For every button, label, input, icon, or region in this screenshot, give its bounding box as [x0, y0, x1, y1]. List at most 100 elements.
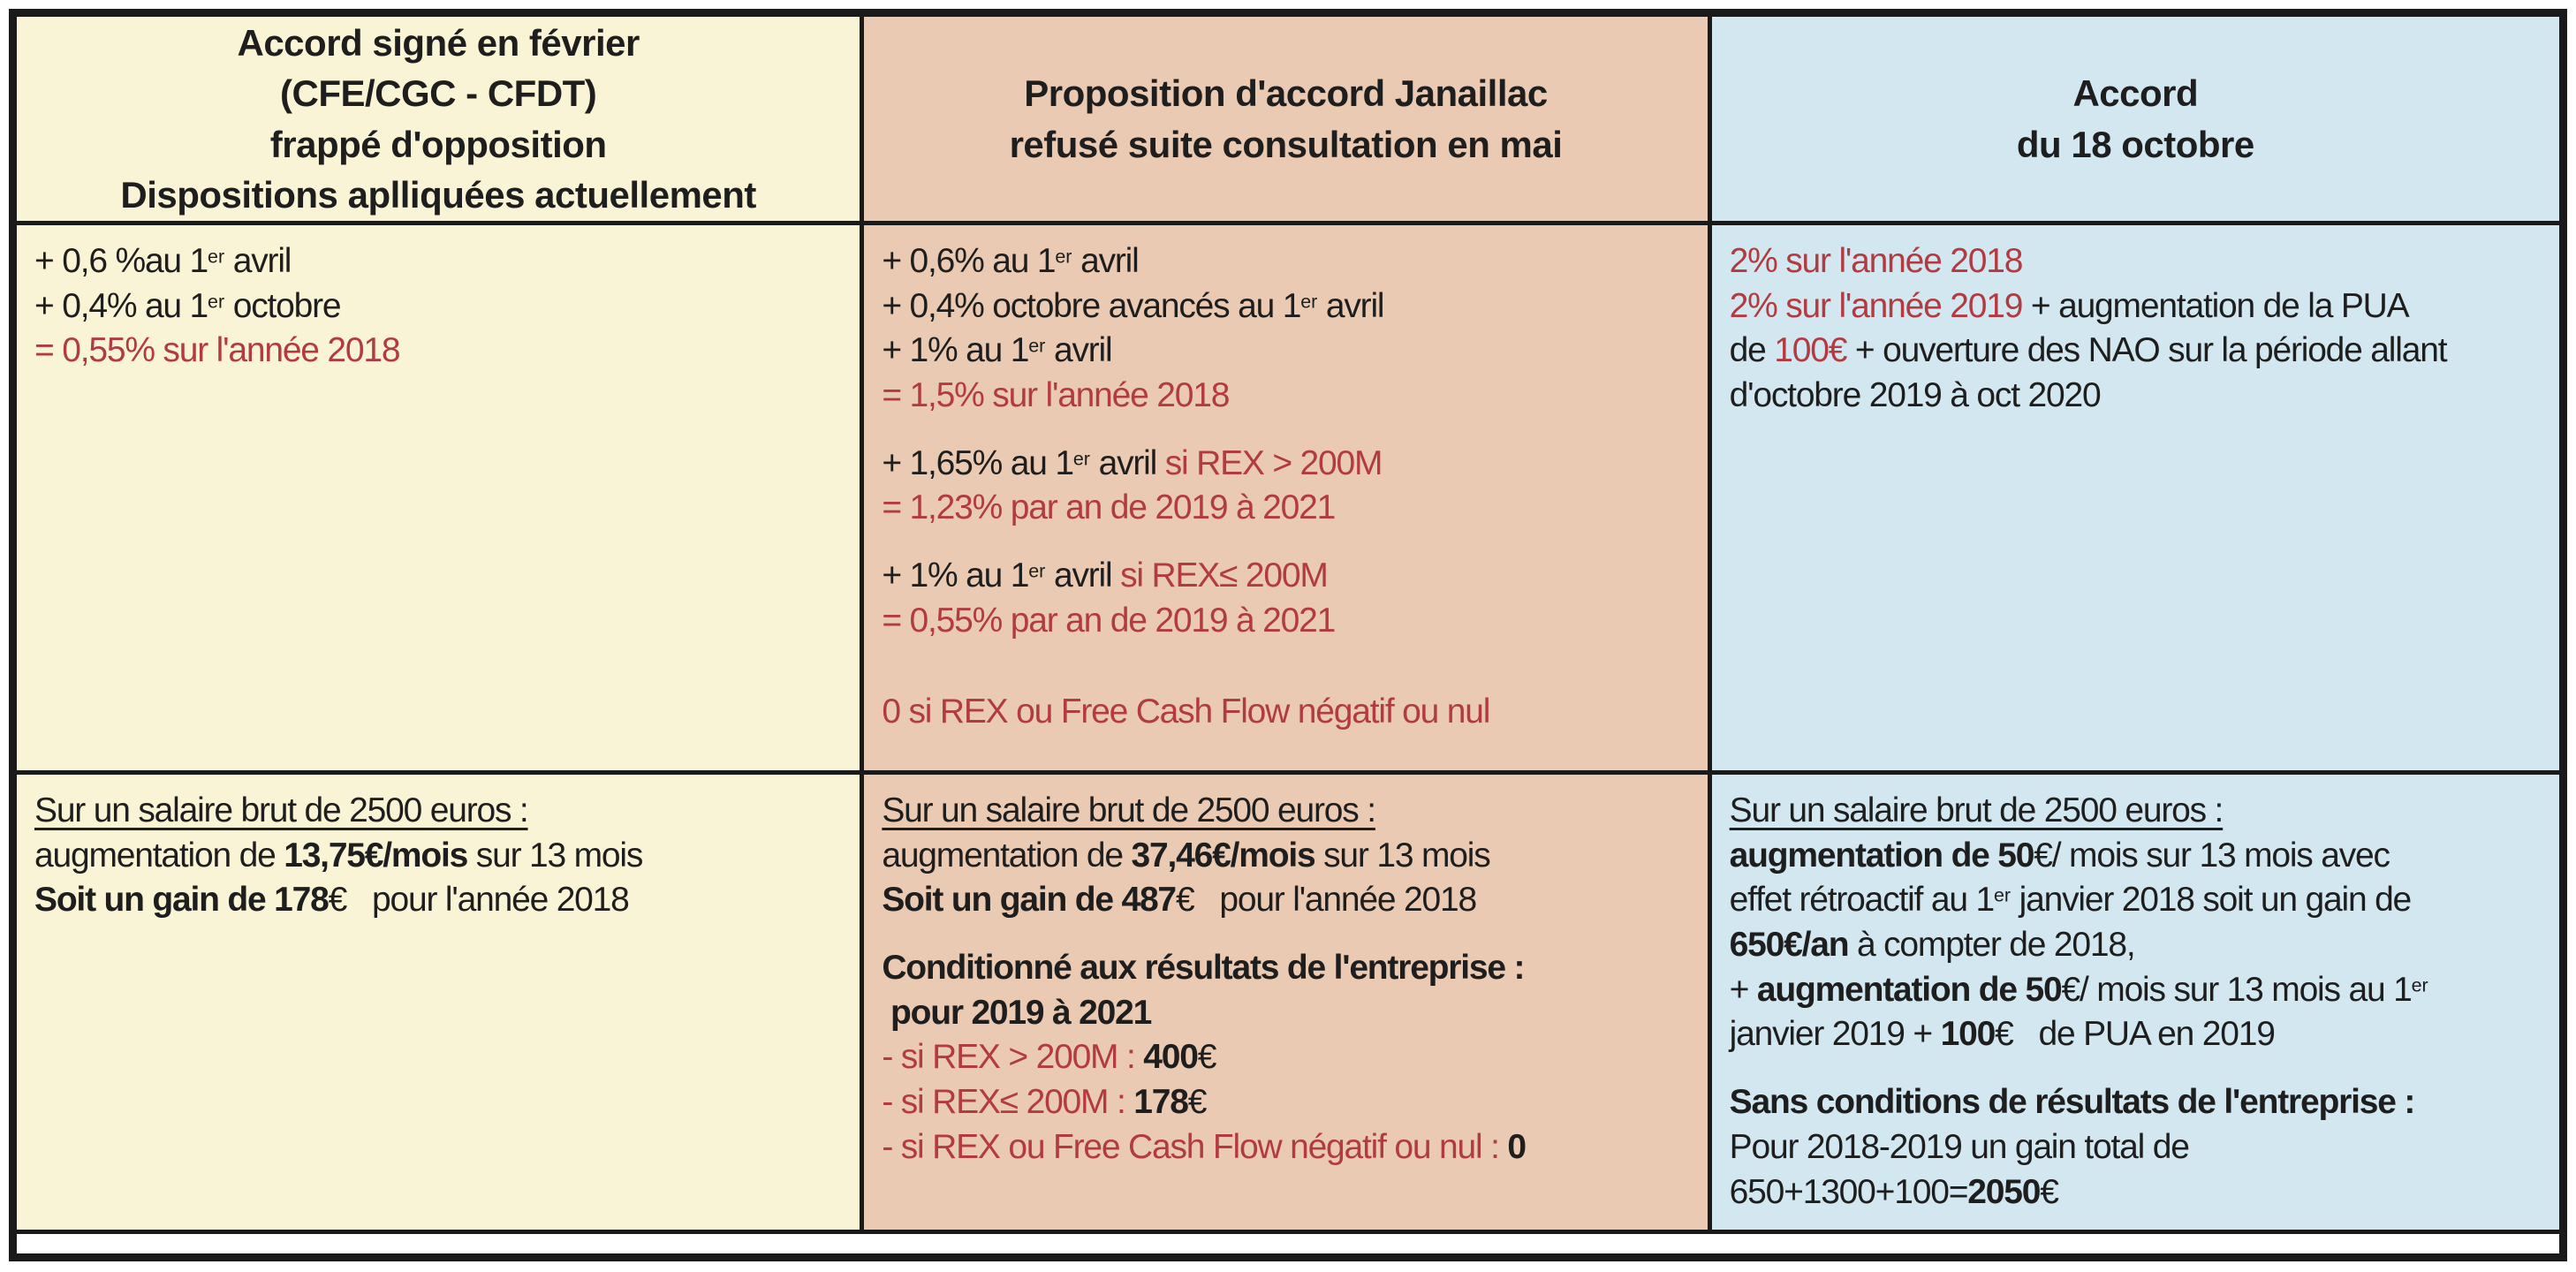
- text-segment: 13,75€/mois: [284, 836, 468, 874]
- text-segment: augmentation de 50: [1729, 836, 2035, 874]
- line-gap: [882, 667, 1689, 690]
- text-segment: Soit un gain de 178: [34, 881, 330, 920]
- text-line: augmentation de 13,75€/mois sur 13 mois: [34, 834, 842, 879]
- text-segment: avril: [224, 242, 292, 280]
- header-line: refusé suite consultation en mai: [1009, 123, 1563, 165]
- superscript-ordinal: er: [1028, 560, 1046, 582]
- text-segment: + 0,6 %au 1: [34, 242, 208, 280]
- column-header-accord-18-octobre: Accord du 18 octobre: [1711, 17, 2559, 225]
- text-segment: - si REX ou Free Cash Flow négatif ou nu…: [882, 1127, 1508, 1166]
- text-segment: augmentation de 50: [1756, 970, 2063, 1009]
- text-segment: sur 13 mois: [467, 836, 644, 874]
- text-line: + 0,6 %au 1er avril: [34, 239, 842, 284]
- text-segment: pour 2019 à 2021: [882, 993, 1152, 1032]
- text-line: Soit un gain de 487€ pour l'année 2018: [882, 878, 1689, 923]
- text-line: de 100€ + ouverture des NAO sur la pério…: [1730, 329, 2542, 374]
- text-segment: avril: [1045, 556, 1121, 595]
- text-line: d'octobre 2019 à oct 2020: [1730, 374, 2542, 419]
- text-line: 650+1300+100=2050€: [1730, 1170, 2542, 1215]
- text-segment: à compter de 2018,: [1848, 926, 2136, 965]
- text-segment: si REX > 200M: [1164, 443, 1383, 482]
- text-segment: effet rétroactif au 1: [1729, 881, 1995, 920]
- cell-fevrier-augmentations: + 0,6 %au 1er avril + 0,4% au 1er octobre…: [17, 225, 865, 775]
- text-segment: € pour l'année 2018: [328, 881, 630, 920]
- text-line: + 0,4% au 1er octobre: [34, 284, 842, 329]
- cell-janaillac-augmentations: + 0,6% au 1er avril + 0,4% octobre avancé…: [864, 225, 1712, 775]
- text-line: - si REX > 200M : 400€: [882, 1035, 1689, 1080]
- text-segment: de: [1729, 331, 1775, 370]
- superscript-ordinal: er: [208, 291, 225, 313]
- text-segment: 650+1300+100=: [1729, 1172, 1969, 1211]
- text-segment: Pour 2018-2019 un gain total de: [1729, 1127, 2190, 1166]
- text-segment: + ouverture des NAO sur la période allan…: [1846, 331, 2448, 370]
- text-segment: + 0,4% octobre avancés au 1: [882, 286, 1301, 325]
- text-line: = 0,55% par an de 2019 à 2021: [882, 599, 1689, 644]
- text-segment: Sur un salaire brut de 2500 euros :: [1729, 791, 2224, 829]
- text-line: - si REX ou Free Cash Flow négatif ou nu…: [882, 1125, 1689, 1170]
- text-line: 650€/an à compter de 2018,: [1730, 923, 2542, 968]
- text-segment: = 0,55% sur l'année 2018: [34, 331, 401, 370]
- text-line: + 0,6% au 1er avril: [882, 239, 1689, 284]
- line-gap: [882, 644, 1689, 667]
- column-header-accord-fevrier: Accord signé en février (CFE/CGC - CFDT) f…: [17, 17, 865, 225]
- text-line: + augmentation de 50€/ mois sur 13 mois …: [1730, 968, 2542, 1013]
- text-segment: - si REX > 200M :: [882, 1038, 1144, 1077]
- text-segment: 2050: [1967, 1172, 2041, 1211]
- superscript-ordinal: er: [1072, 448, 1090, 470]
- text-segment: = 1,23% par an de 2019 à 2021: [882, 488, 1336, 527]
- text-segment: 178: [1133, 1083, 1189, 1122]
- text-segment: 0 si REX ou Free Cash Flow négatif ou nu…: [882, 692, 1490, 731]
- text-segment: sur 13 mois: [1315, 836, 1491, 874]
- text-line: Sans conditions de résultats de l'entrep…: [1730, 1080, 2542, 1125]
- text-segment: augmentation de: [882, 836, 1132, 874]
- line-gap: [882, 531, 1689, 554]
- cell-fevrier-exemple-salaire: Sur un salaire brut de 2500 euros : augme…: [17, 775, 865, 1234]
- text-line: effet rétroactif au 1er janvier 2018 soi…: [1730, 878, 2542, 923]
- text-line: = 1,5% sur l'année 2018: [882, 374, 1689, 419]
- text-line: pour 2019 à 2021: [882, 991, 1689, 1036]
- column-header-proposition-janaillac: Proposition d'accord Janaillac refusé sui…: [864, 17, 1712, 225]
- text-segment: avril: [1072, 242, 1140, 280]
- text-segment: Sur un salaire brut de 2500 euros :: [34, 791, 529, 829]
- line-gap: [882, 419, 1689, 442]
- text-segment: € de PUA en 2019: [1995, 1015, 2276, 1054]
- text-segment: avril: [1317, 286, 1385, 325]
- text-segment: €: [1187, 1083, 1208, 1122]
- text-segment: 2% sur l'année 2018: [1729, 242, 2024, 280]
- text-segment: €: [1197, 1038, 1217, 1077]
- text-segment: 400: [1143, 1038, 1199, 1077]
- text-line: 0 si REX ou Free Cash Flow négatif ou nu…: [882, 690, 1689, 735]
- text-line: Sur un salaire brut de 2500 euros :: [34, 789, 842, 834]
- bottom-empty-strip: [17, 1234, 2559, 1253]
- text-line: = 0,55% sur l'année 2018: [34, 329, 842, 374]
- text-segment: + 1% au 1: [882, 331, 1029, 370]
- text-line: + 0,4% octobre avancés au 1er avril: [882, 284, 1689, 329]
- superscript-ordinal: er: [1993, 885, 2011, 907]
- superscript-ordinal: er: [1028, 336, 1046, 358]
- text-segment: Sans conditions de résultats de l'entrep…: [1729, 1083, 2416, 1122]
- text-line: Sur un salaire brut de 2500 euros :: [882, 789, 1689, 834]
- line-gap: [1730, 1057, 2542, 1080]
- text-segment: + 0,4% au 1: [34, 286, 208, 325]
- line-gap: [882, 923, 1689, 946]
- cell-octobre-augmentations: 2% sur l'année 2018 2% sur l'année 2019 +…: [1711, 225, 2559, 775]
- text-line: = 1,23% par an de 2019 à 2021: [882, 486, 1689, 531]
- header-line: Proposition d'accord Janaillac: [1024, 72, 1548, 115]
- text-segment: octobre: [224, 286, 342, 325]
- text-segment: augmentation de: [34, 836, 284, 874]
- header-line: frappé d'opposition: [269, 123, 607, 165]
- text-segment: €/ mois sur 13 mois avec: [2034, 836, 2390, 874]
- text-segment: d'octobre 2019 à oct 2020: [1729, 376, 2102, 415]
- superscript-ordinal: er: [1055, 246, 1072, 268]
- text-segment: avril: [1089, 443, 1165, 482]
- header-line: (CFE/CGC - CFDT): [280, 72, 597, 115]
- text-segment: + 1% au 1: [882, 556, 1029, 595]
- superscript-ordinal: er: [2411, 974, 2428, 996]
- text-segment: + augmentation de la PUA: [2022, 286, 2410, 325]
- text-segment: = 0,55% par an de 2019 à 2021: [882, 601, 1336, 640]
- text-line: 2% sur l'année 2018: [1730, 239, 2542, 284]
- text-line: 2% sur l'année 2019 + augmentation de la…: [1730, 284, 2542, 329]
- superscript-ordinal: er: [208, 246, 225, 268]
- text-segment: Conditionné aux résultats de l'entrepris…: [882, 949, 1525, 988]
- text-segment: 100: [1940, 1015, 1996, 1054]
